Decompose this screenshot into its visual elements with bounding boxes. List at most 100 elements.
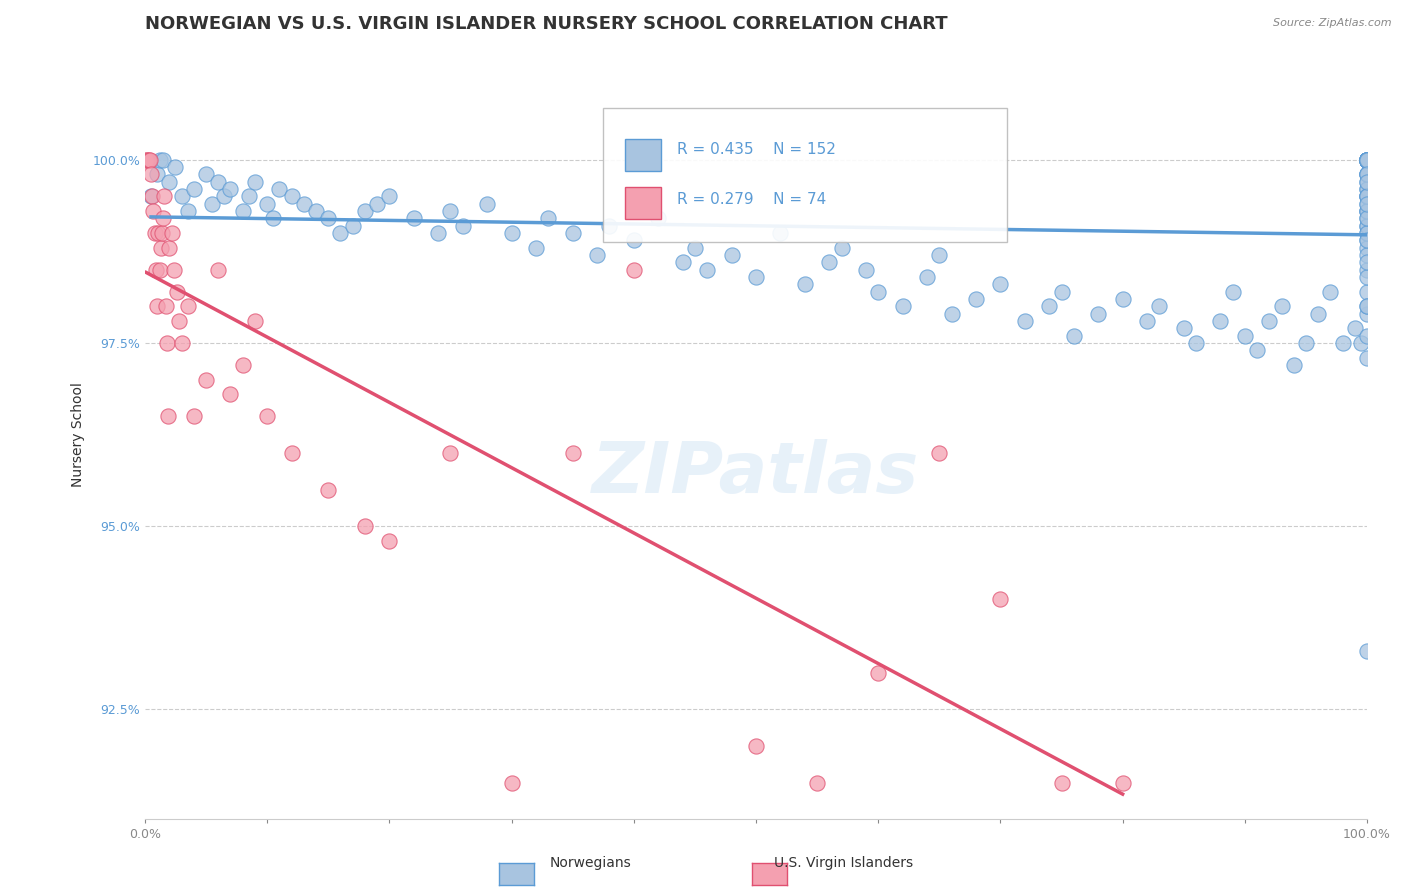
Point bbox=[855, 262, 877, 277]
Point bbox=[1355, 153, 1378, 167]
Point bbox=[1050, 775, 1073, 789]
Point bbox=[1050, 285, 1073, 299]
Point bbox=[501, 226, 523, 240]
Point bbox=[623, 262, 645, 277]
FancyBboxPatch shape bbox=[603, 108, 1007, 243]
Point bbox=[439, 446, 461, 460]
Text: NORWEGIAN VS U.S. VIRGIN ISLANDER NURSERY SCHOOL CORRELATION CHART: NORWEGIAN VS U.S. VIRGIN ISLANDER NURSER… bbox=[145, 15, 948, 33]
Point bbox=[1355, 168, 1378, 182]
Point bbox=[1331, 335, 1354, 350]
Point bbox=[305, 204, 328, 219]
Point bbox=[696, 262, 718, 277]
Point bbox=[1355, 153, 1378, 167]
Point bbox=[1355, 153, 1378, 167]
Point bbox=[1344, 321, 1367, 335]
Point bbox=[586, 248, 609, 262]
Point bbox=[207, 262, 229, 277]
Point bbox=[1087, 307, 1109, 321]
Point bbox=[561, 226, 583, 240]
Point bbox=[1355, 153, 1378, 167]
Point bbox=[1355, 153, 1378, 167]
Point bbox=[1355, 307, 1378, 321]
Point bbox=[1355, 153, 1378, 167]
Point bbox=[672, 255, 695, 269]
Point bbox=[201, 196, 224, 211]
Point bbox=[1355, 153, 1378, 167]
Point bbox=[806, 775, 828, 789]
Point bbox=[915, 270, 938, 285]
Point bbox=[139, 189, 162, 203]
Point bbox=[1355, 153, 1378, 167]
Point bbox=[990, 277, 1012, 292]
Point bbox=[683, 241, 706, 255]
Point bbox=[1209, 314, 1232, 328]
Point bbox=[1355, 153, 1378, 167]
Point bbox=[135, 153, 157, 167]
Point bbox=[1355, 153, 1378, 167]
Point bbox=[170, 335, 193, 350]
Point bbox=[1355, 153, 1378, 167]
Point bbox=[1355, 196, 1378, 211]
Point bbox=[1355, 153, 1378, 167]
Point bbox=[1355, 351, 1378, 365]
Point bbox=[1355, 189, 1378, 203]
Point bbox=[378, 533, 401, 548]
Point bbox=[143, 226, 166, 240]
Point bbox=[214, 189, 236, 203]
Point bbox=[1355, 226, 1378, 240]
Point bbox=[1282, 358, 1305, 372]
Point bbox=[1355, 153, 1378, 167]
Point bbox=[152, 153, 174, 167]
Point bbox=[342, 219, 364, 233]
Point bbox=[142, 204, 165, 219]
Point bbox=[1014, 314, 1036, 328]
Point bbox=[402, 211, 425, 226]
Point bbox=[1355, 255, 1378, 269]
Point bbox=[207, 175, 229, 189]
Point bbox=[1111, 775, 1133, 789]
Point bbox=[1355, 168, 1378, 182]
Text: Source: ZipAtlas.com: Source: ZipAtlas.com bbox=[1274, 18, 1392, 28]
Point bbox=[155, 299, 177, 313]
Point bbox=[238, 189, 260, 203]
Point bbox=[1185, 335, 1208, 350]
Point bbox=[149, 153, 172, 167]
Point bbox=[439, 204, 461, 219]
Point bbox=[1355, 153, 1378, 167]
Point bbox=[1355, 175, 1378, 189]
Point bbox=[269, 182, 291, 196]
Point bbox=[160, 226, 183, 240]
Point bbox=[623, 233, 645, 247]
Point bbox=[149, 262, 172, 277]
Point bbox=[262, 211, 284, 226]
Point bbox=[990, 592, 1012, 607]
Point bbox=[280, 446, 302, 460]
Point bbox=[1355, 153, 1378, 167]
Text: R = 0.435    N = 152: R = 0.435 N = 152 bbox=[676, 143, 835, 157]
Point bbox=[1355, 270, 1378, 285]
Point bbox=[1355, 168, 1378, 182]
Point bbox=[1355, 204, 1378, 219]
Point bbox=[243, 175, 266, 189]
Point bbox=[354, 519, 377, 533]
Point bbox=[157, 409, 180, 424]
Point bbox=[149, 241, 172, 255]
Point bbox=[232, 204, 254, 219]
Point bbox=[1355, 153, 1378, 167]
Point bbox=[1355, 153, 1378, 167]
Point bbox=[1233, 328, 1256, 343]
Point bbox=[170, 189, 193, 203]
Point bbox=[280, 189, 302, 203]
Point bbox=[868, 285, 890, 299]
Point bbox=[1355, 328, 1378, 343]
Point bbox=[1355, 153, 1378, 167]
Point bbox=[1038, 299, 1060, 313]
Point bbox=[818, 255, 841, 269]
Point bbox=[1355, 226, 1378, 240]
Point bbox=[1355, 189, 1378, 203]
Point bbox=[256, 196, 278, 211]
Point bbox=[316, 483, 339, 497]
Point bbox=[354, 204, 377, 219]
Point bbox=[1355, 153, 1378, 167]
Text: R = 0.279    N = 74: R = 0.279 N = 74 bbox=[676, 193, 825, 207]
